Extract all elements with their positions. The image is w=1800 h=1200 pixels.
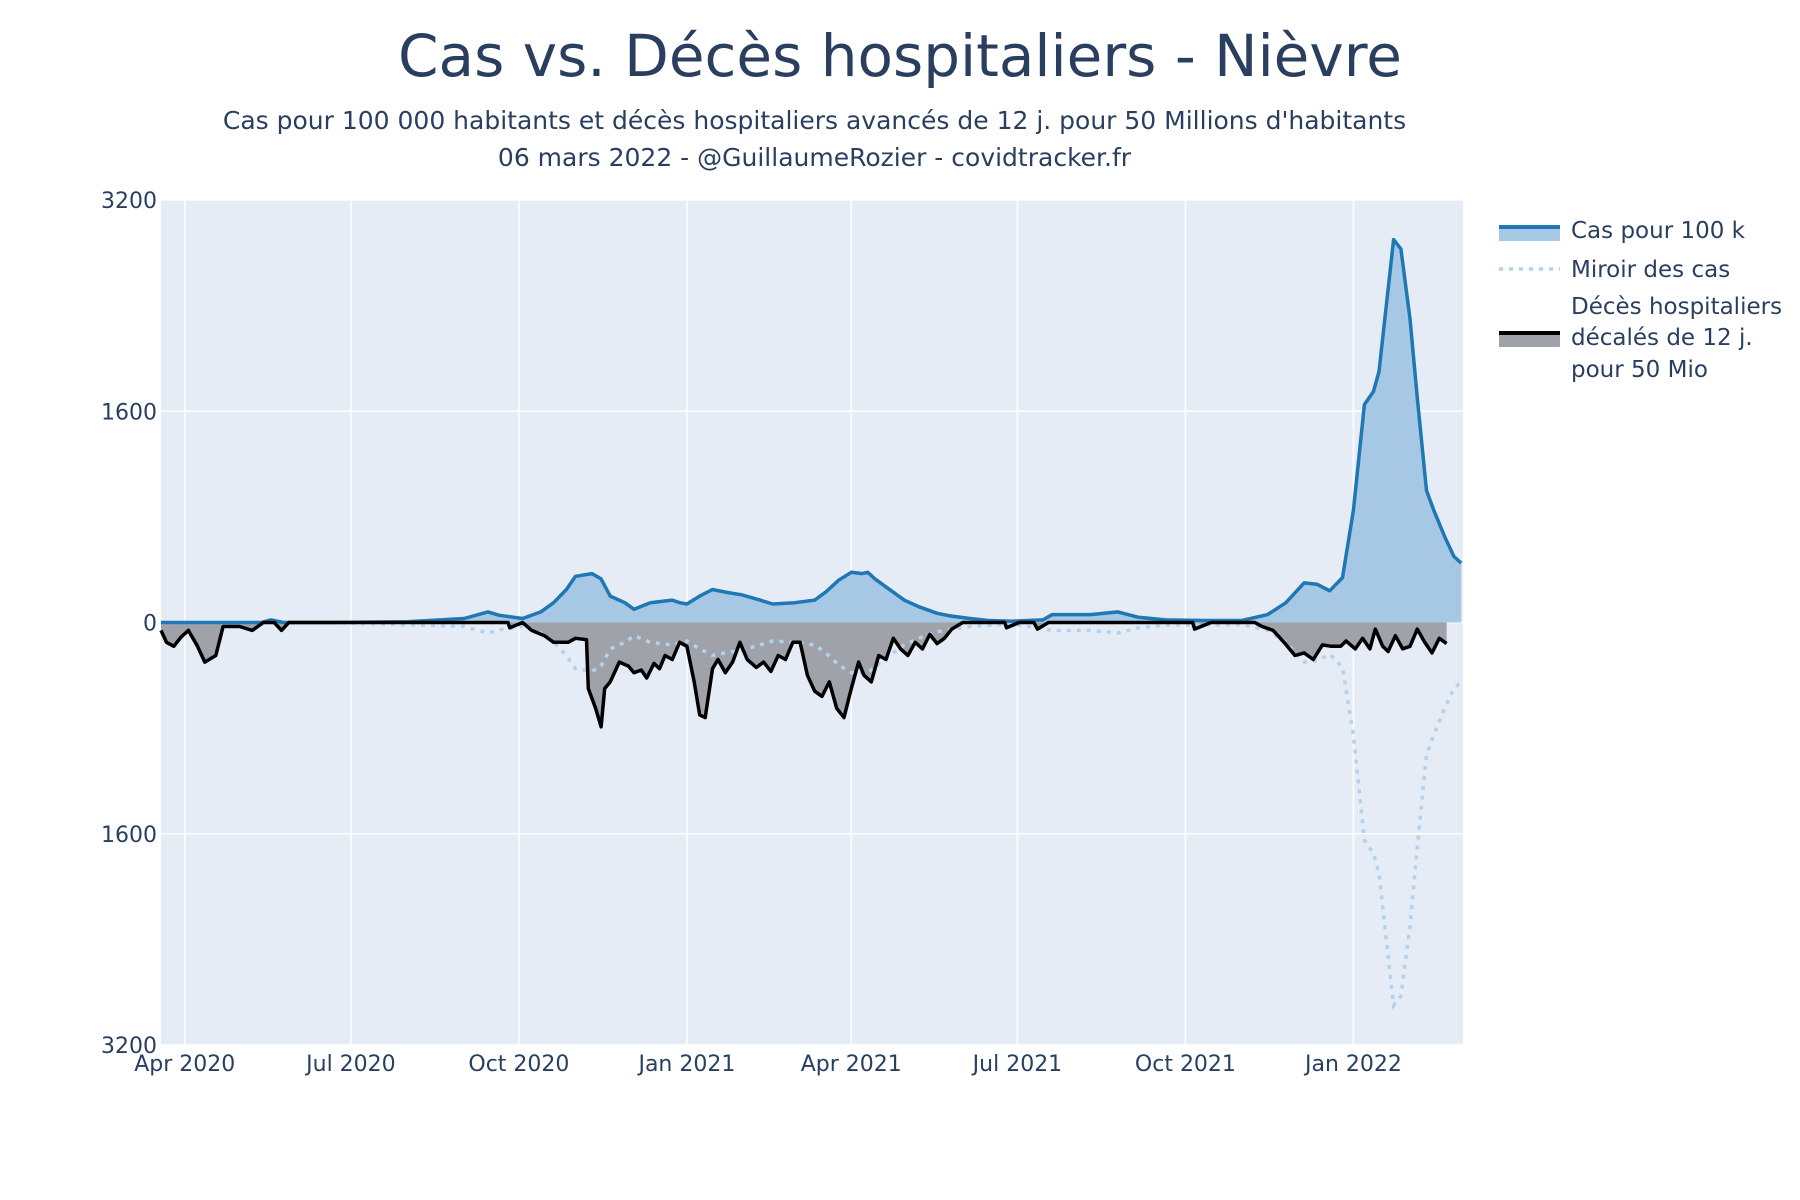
y-tick-label: 1600 xyxy=(101,400,157,425)
legend-label-deaths-line3: pour 50 Mio xyxy=(1571,357,1708,383)
x-tick-label: Apr 2021 xyxy=(801,1052,902,1077)
y-tick-label: 1600 xyxy=(101,823,157,848)
legend-item-mirror[interactable]: Miroir des cas xyxy=(1499,257,1730,283)
y-tick-label: 3200 xyxy=(101,189,157,214)
series-mirror-line xyxy=(161,620,1463,1010)
chart-subtitle-date: 06 mars 2022 - @GuillaumeRozier - covidt… xyxy=(497,143,1132,172)
x-tick-label: Oct 2021 xyxy=(1135,1052,1236,1077)
y-tick-label: 0 xyxy=(143,612,157,637)
legend-swatch-deaths-fill xyxy=(1499,333,1560,347)
series-layer xyxy=(159,237,1463,1010)
legend[interactable]: Cas pour 100 k Miroir des cas Décès hosp… xyxy=(1499,218,1782,383)
x-tick-label: Apr 2020 xyxy=(134,1052,235,1077)
x-tick-label: Jan 2021 xyxy=(636,1052,735,1077)
legend-item-deaths[interactable]: Décès hospitaliers décalés de 12 j. pour… xyxy=(1499,294,1782,383)
x-tick-label: Oct 2020 xyxy=(468,1052,569,1077)
series-deaths-line xyxy=(159,620,1448,729)
legend-item-cases[interactable]: Cas pour 100 k xyxy=(1499,218,1746,244)
legend-label-deaths-line1: Décès hospitaliers xyxy=(1571,294,1782,320)
x-tick-label: Jul 2020 xyxy=(304,1052,396,1077)
chart-subtitle: Cas pour 100 000 habitants et décès hosp… xyxy=(222,106,1407,135)
series-deaths-area xyxy=(161,622,1447,727)
y-tick-label: 3200 xyxy=(101,1034,157,1059)
x-tick-label: Jul 2021 xyxy=(971,1052,1063,1077)
series-cases-line xyxy=(161,237,1463,625)
x-tick-label: Jan 2022 xyxy=(1303,1052,1402,1077)
legend-label-cases: Cas pour 100 k xyxy=(1571,218,1746,244)
legend-label-mirror: Miroir des cas xyxy=(1571,257,1730,283)
legend-swatch-cases-fill xyxy=(1499,227,1560,241)
chart-title: Cas vs. Décès hospitaliers - Nièvre xyxy=(398,22,1402,90)
legend-label-deaths-line2: décalés de 12 j. xyxy=(1571,325,1753,351)
